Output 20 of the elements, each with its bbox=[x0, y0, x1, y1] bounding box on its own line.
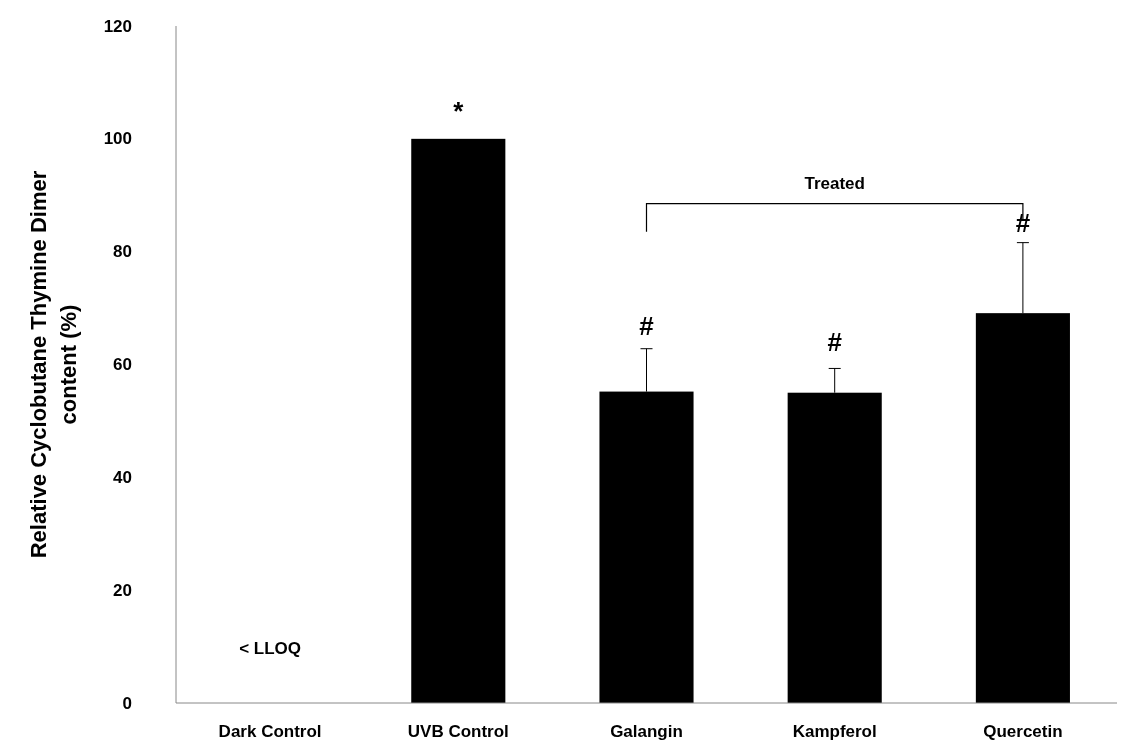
annotation: # bbox=[827, 326, 843, 357]
x-tick-label: Quercetin bbox=[983, 721, 1063, 741]
y-tick-label: 40 bbox=[113, 467, 132, 487]
x-tick-label: Galangin bbox=[610, 721, 683, 741]
y-tick-label: 60 bbox=[113, 355, 132, 374]
x-tick-label: Kampferol bbox=[792, 721, 877, 741]
y-tick-label: 80 bbox=[113, 242, 132, 262]
y-axis-title: Relative Cyclobutane Thymine Dimer content (%) bbox=[26, 170, 81, 559]
y-tick-label: 100 bbox=[103, 129, 132, 149]
y-tick-label: 0 bbox=[122, 693, 132, 713]
y-tick-label: 20 bbox=[113, 580, 132, 600]
annotation: # bbox=[1015, 208, 1031, 239]
annotation: Treated bbox=[804, 174, 865, 194]
y-tick-label: 120 bbox=[103, 16, 132, 36]
annotation: * bbox=[453, 95, 465, 126]
bar bbox=[411, 138, 506, 703]
x-tick-label: Dark Control bbox=[218, 721, 322, 741]
x-tick-label: UVB Control bbox=[407, 721, 509, 741]
annotation: # bbox=[639, 311, 655, 342]
annotation: < LLOQ bbox=[239, 639, 302, 659]
